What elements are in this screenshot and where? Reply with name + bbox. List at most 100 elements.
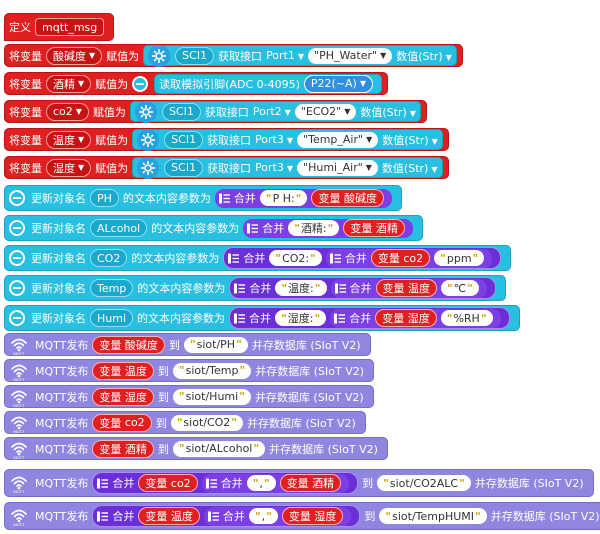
assign-block[interactable]: 将变量 酸碱度 ▼ 赋值为 SCI1 获取接口 Port1 ▼ " PH_Water " ▼ 数值(St… [4, 44, 463, 67]
join-block[interactable]: 合并 " 湿度: " 合并 变量 湿度 " %RH " [229, 307, 510, 329]
join-string-2[interactable]: " %RH " [440, 310, 493, 326]
object-name[interactable]: CO2 [90, 249, 128, 267]
value-type-dropdown[interactable]: 数值(Str) ▼ [396, 48, 452, 64]
sci-name[interactable]: SCI1 [161, 102, 201, 121]
topic-string[interactable]: " siot/PH " [183, 336, 248, 353]
inner-join-block[interactable]: 合并 变量 温度 " ℃ " [330, 278, 487, 298]
mqtt-publish-block[interactable]: MQTT MQTT发布 变量 酸碱度到 " siot/PH " 并存数据库 (SIoT V2… [4, 333, 371, 356]
variable-reporter[interactable]: 变量 酒精 [92, 439, 154, 458]
topic-string[interactable]: " siot/Temp " [172, 362, 252, 379]
object-name[interactable]: Temp [90, 279, 134, 297]
key-dropdown[interactable]: " ECO2 " ▼ [294, 103, 357, 120]
mqtt-publish-join-block[interactable]: MQTT MQTT发布 合并 变量 co2 合并 ", " 变量 酒精到 " siot/CO2AL… [4, 469, 594, 497]
update-text-block[interactable]: 更新对象名 Temp 的文本内容参数为 合并 " 温度: " 合并 变量 温度 " ℃ " [4, 275, 506, 301]
object-name[interactable]: PH [90, 189, 119, 207]
assign-block[interactable]: 将变量 温度 ▼ 赋值为 SCI1 获取接口 Port3 ▼ " Temp_Air " ▼ 数值(Str… [4, 128, 449, 151]
join-string[interactable]: " P H: " [259, 190, 308, 206]
key-dropdown[interactable]: " Humi_Air " ▼ [297, 159, 378, 176]
join-string[interactable]: " 湿度: " [275, 310, 327, 326]
save-label: 并存数据库 (SIoT V2) [490, 510, 600, 523]
variable-dropdown[interactable]: 酒精 ▼ [46, 74, 92, 93]
variable-reporter-2[interactable]: 变量 酒精 [279, 474, 342, 492]
key-dropdown[interactable]: " PH_Water " ▼ [308, 47, 393, 64]
mqtt-publish-block[interactable]: MQTT MQTT发布 变量 酒精到 " siot/ALcohol " 并存数据库 (SIo… [4, 437, 388, 460]
mqtt-publish-block[interactable]: MQTT MQTT发布 变量 co2 到 " siot/CO2 " 并存数据库 (SIoT V… [4, 411, 366, 434]
update-text-block[interactable]: 更新对象名 PH 的文本内容参数为 合并 " P H: " 变量 酸碱度 [4, 185, 402, 211]
variable-reporter[interactable]: 变量 co2 [370, 249, 431, 267]
variable-reporter[interactable]: 变量 酒精 [343, 219, 405, 237]
variable-dropdown[interactable]: co2 ▼ [46, 102, 89, 121]
assign-block[interactable]: 将变量 酒精 ▼ 赋值为 读取模拟引脚(ADC 0-4095) P22(~A) ▼ [4, 72, 388, 95]
join-block[interactable]: 合并 " P H: " 变量 酸碱度 [214, 188, 392, 208]
port-dropdown[interactable]: Port2 ▼ [253, 105, 291, 118]
pin-name: P22(~A) [310, 77, 357, 90]
variable-reporter[interactable]: 变量 co2 [92, 413, 152, 432]
inner-join-block[interactable]: 合并 ", " 变量 湿度 [203, 506, 352, 526]
variable-reporter[interactable]: 变量 温度 [138, 507, 200, 525]
sci-get-block[interactable]: SCI1 获取接口 Port3 ▼ " Humi_Air " ▼ 数值(Str) ▼ [132, 156, 443, 179]
variable-reporter[interactable]: 变量 湿度 [92, 387, 154, 406]
join-block[interactable]: 合并 " CO2: " 合并 变量 co2 " ppm " [223, 247, 502, 269]
sci-get-block[interactable]: SCI1 获取接口 Port1 ▼ " PH_Water " ▼ 数值(Str) ▼ [143, 44, 457, 67]
variable-reporter[interactable]: 变量 温度 [375, 279, 438, 297]
update-text-block[interactable]: 更新对象名 CO2 的文本内容参数为 合并 " CO2: " 合并 变量 co2 " ppm " [4, 245, 512, 271]
join-block[interactable]: 合并 " 温度: " 合并 变量 温度 " ℃ " [229, 277, 496, 299]
variable-reporter[interactable]: 变量 温度 [92, 361, 154, 380]
topic-string[interactable]: " siot/CO2 " [170, 414, 244, 431]
variable-dropdown[interactable]: 酸碱度 ▼ [46, 46, 103, 65]
separator-string[interactable]: ", " [246, 475, 276, 491]
sci-get-block[interactable]: SCI1 获取接口 Port2 ▼ " ECO2 " ▼ 数值(Str) ▼ [129, 100, 421, 123]
value-type: 数值(Str) [360, 105, 407, 119]
join-label: 合并 [243, 252, 266, 265]
inner-join-block[interactable]: 合并 变量 湿度 " %RH " [330, 308, 501, 328]
inner-join-block[interactable]: 合并 变量 co2 " ppm " [325, 248, 493, 268]
variable-dropdown[interactable]: 湿度 ▼ [46, 158, 92, 177]
update-text-block[interactable]: 更新对象名 Humi 的文本内容参数为 合并 " 湿度: " 合并 变量 湿度 " %RH " [4, 305, 520, 331]
sci-get-block[interactable]: SCI1 获取接口 Port3 ▼ " Temp_Air " ▼ 数值(Str) ▼ [132, 128, 443, 151]
get-label: 获取接口 [207, 133, 252, 147]
value-type-dropdown[interactable]: 数值(Str) ▼ [382, 132, 438, 148]
update-text-block[interactable]: 更新对象名 ALcohol 的文本内容参数为 合并 " 酒精: " 变量 酒精 [4, 215, 423, 241]
join-block[interactable]: 合并 变量 温度 合并 ", " 变量 湿度 [92, 505, 361, 527]
define-block[interactable]: 定义 mqtt_msg [4, 13, 115, 41]
join-string-2[interactable]: " ℃ " [441, 280, 479, 296]
value-type-dropdown[interactable]: 数值(Str) ▼ [360, 104, 416, 120]
define-name[interactable]: mqtt_msg [35, 18, 105, 36]
join-string[interactable]: " 酒精: " [288, 220, 340, 236]
variable-reporter[interactable]: 变量 酸碱度 [92, 335, 165, 354]
sci-name[interactable]: SCI1 [164, 130, 204, 149]
separator-string[interactable]: ", " [248, 508, 278, 524]
join-block[interactable]: 合并 变量 co2 合并 ", " 变量 酒精 [92, 472, 359, 494]
join-string[interactable]: " 温度: " [275, 280, 327, 296]
port-dropdown[interactable]: Port1 ▼ [266, 49, 304, 62]
topic-string[interactable]: " siot/TempHUMI " [379, 508, 487, 524]
mqtt-publish-block[interactable]: MQTT MQTT发布 变量 温度到 " siot/Temp " 并存数据库 (SIoT V… [4, 359, 375, 382]
port-dropdown[interactable]: Port3 ▼ [255, 161, 293, 174]
mqtt-publish-join-block[interactable]: MQTT MQTT发布 合并 变量 温度 合并 ", " 变量 湿度到 " siot/TempHU… [4, 502, 600, 530]
port-dropdown[interactable]: Port3 ▼ [255, 133, 293, 146]
pin-dropdown[interactable]: P22(~A) ▼ [303, 74, 373, 93]
sci-name[interactable]: SCI1 [175, 46, 215, 65]
join-block[interactable]: 合并 " 酒精: " 变量 酒精 [243, 218, 413, 238]
variable-reporter[interactable]: 变量 酸碱度 [311, 189, 384, 207]
inner-join-block[interactable]: 合并 ", " 变量 酒精 [201, 473, 350, 493]
variable-dropdown[interactable]: 温度 ▼ [46, 130, 92, 149]
mqtt-publish-block[interactable]: MQTT MQTT发布 变量 湿度到 " siot/Humi " 并存数据库 (SIoT V… [4, 385, 374, 408]
value-type-dropdown[interactable]: 数值(Str) ▼ [382, 160, 438, 176]
key-dropdown[interactable]: " Temp_Air " ▼ [297, 131, 379, 148]
join-string[interactable]: " CO2: " [269, 250, 322, 266]
assign-block[interactable]: 将变量 湿度 ▼ 赋值为 SCI1 获取接口 Port3 ▼ " Humi_Air " ▼ 数值(Str… [4, 156, 449, 179]
variable-reporter[interactable]: 变量 湿度 [375, 309, 437, 327]
join-string-2[interactable]: " ppm " [434, 250, 485, 266]
topic-string[interactable]: " siot/CO2ALC " [377, 475, 471, 491]
object-name[interactable]: ALcohol [90, 219, 148, 237]
sci-name[interactable]: SCI1 [164, 158, 204, 177]
variable-reporter-2[interactable]: 变量 湿度 [281, 507, 344, 525]
variable-label: 变量 [318, 192, 341, 205]
analog-read-block[interactable]: 读取模拟引脚(ADC 0-4095) P22(~A) ▼ [154, 73, 382, 94]
topic-string[interactable]: " siot/ALcohol " [172, 440, 266, 457]
assign-block[interactable]: 将变量 co2 ▼ 赋值为 SCI1 获取接口 Port2 ▼ " ECO2 " ▼ 数值(Str) ▼ [4, 100, 427, 123]
object-name[interactable]: Humi [90, 309, 134, 327]
topic-string[interactable]: " siot/Humi " [172, 388, 251, 405]
variable-reporter[interactable]: 变量 co2 [138, 474, 198, 492]
